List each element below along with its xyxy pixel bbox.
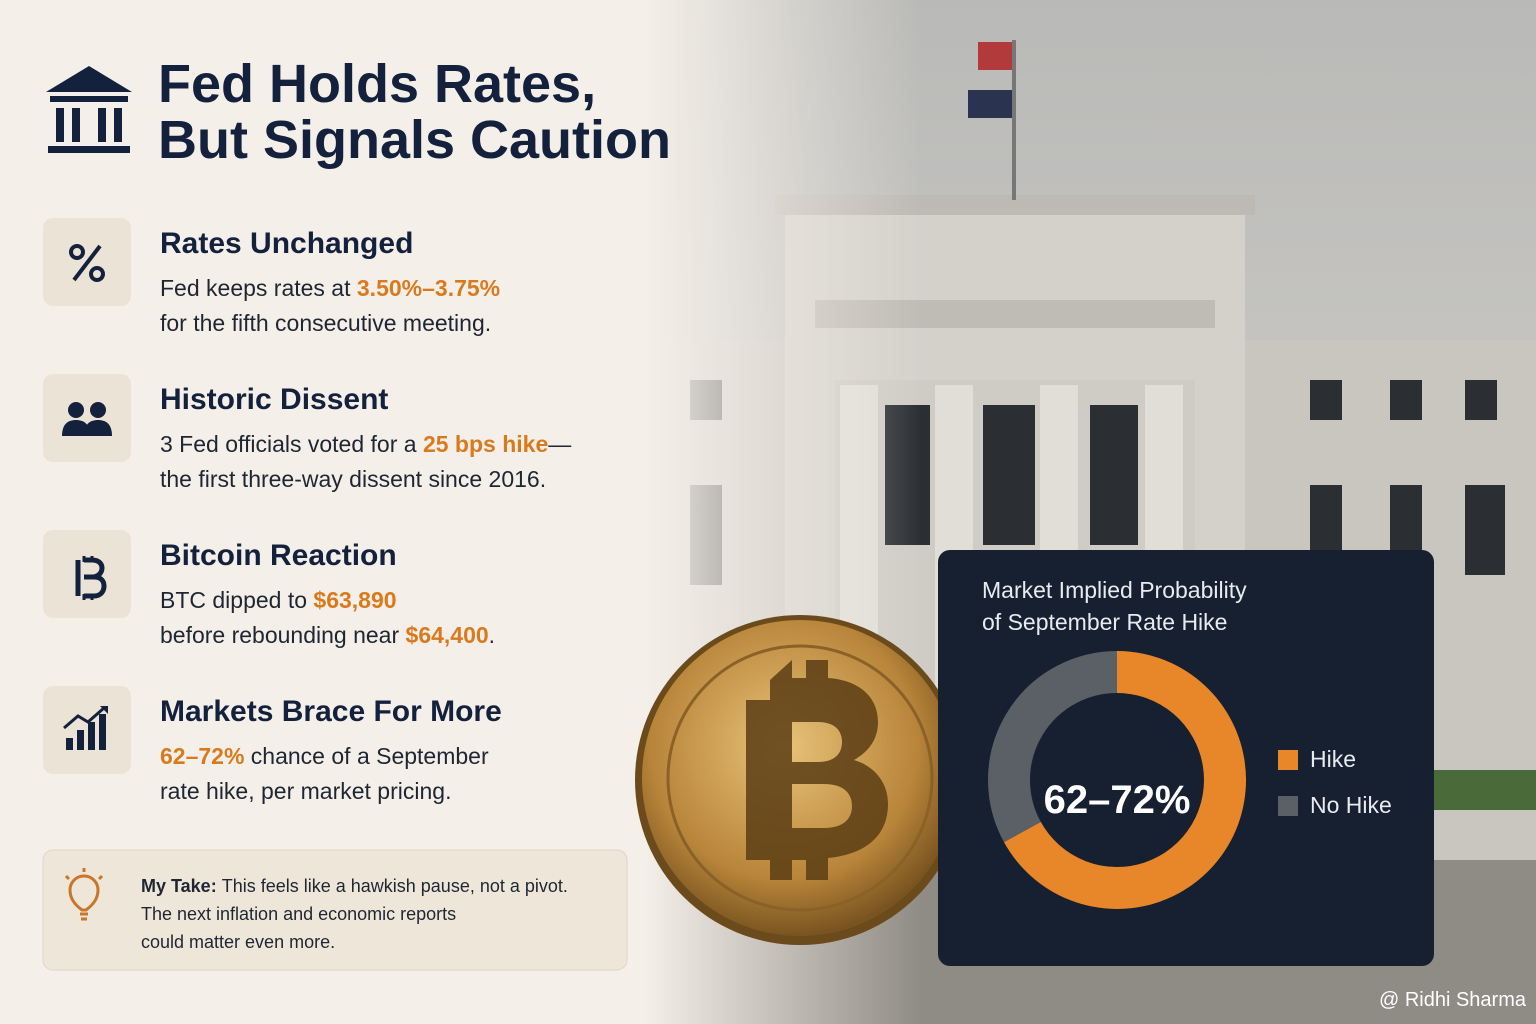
take-line: The next inflation and economic reports: [141, 904, 456, 924]
highlight: 62–72%: [160, 743, 244, 769]
bitcoin-icon: [75, 556, 107, 600]
item-line: 62–72% chance of a September: [160, 743, 489, 769]
text-part: Fed keeps rates at: [160, 275, 357, 301]
legend-label: No Hike: [1310, 792, 1392, 818]
highlight: $64,400: [406, 622, 489, 648]
highlight: 3.50%–3.75%: [357, 275, 500, 301]
highlight: $63,890: [313, 587, 396, 613]
bulb-icon: [64, 868, 104, 921]
item-line: for the fifth consecutive meeting.: [160, 310, 491, 336]
item-line: before rebounding near $64,400.: [160, 622, 495, 648]
take-line: My Take: This feels like a hawkish pause,…: [141, 876, 568, 896]
center-label: 62–72%: [1044, 778, 1191, 822]
text-part: —: [548, 431, 571, 457]
text-part: for the fifth consecutive meeting.: [160, 310, 491, 336]
take-box: [42, 849, 628, 971]
text-part: BTC dipped to: [160, 587, 313, 613]
percent-icon: [69, 244, 105, 282]
item-line: the first three-way dissent since 2016.: [160, 466, 546, 492]
people-icon: [62, 402, 112, 436]
take-line: could matter even more.: [141, 932, 335, 952]
text-part: 3 Fed officials voted for a: [160, 431, 423, 457]
title-line: But Signals Caution: [158, 110, 671, 170]
text-part: before rebounding near: [160, 622, 406, 648]
item-line: BTC dipped to $63,890: [160, 587, 397, 613]
donut-chart: Market Implied Probability of September R…: [982, 577, 1392, 909]
title-line: Fed Holds Rates,: [158, 54, 596, 114]
chart-icon: [63, 706, 108, 750]
bitcoin-coin: [635, 615, 965, 945]
text-part: .: [489, 622, 495, 648]
chart-title: of September Rate Hike: [982, 609, 1227, 635]
text-part: chance of a September: [244, 743, 489, 769]
legend-swatch: [1278, 796, 1298, 816]
item-line: 3 Fed officials voted for a 25 bps hike—: [160, 431, 571, 457]
chart-title: Market Implied Probability: [982, 577, 1247, 603]
item-heading: Historic Dissent: [160, 383, 388, 416]
take-text: This feels like a hawkish pause, not a p…: [222, 876, 568, 896]
donut-segment: [988, 651, 1118, 843]
item-line: rate hike, per market pricing.: [160, 778, 451, 804]
item-heading: Bitcoin Reaction: [160, 539, 397, 572]
take-label: My Take:: [141, 876, 217, 896]
legend-label: Hike: [1310, 746, 1356, 772]
item-heading: Markets Brace For More: [160, 695, 502, 728]
legend-swatch: [1278, 750, 1298, 770]
item-line: Fed keeps rates at 3.50%–3.75%: [160, 275, 500, 301]
item-heading: Rates Unchanged: [160, 227, 413, 260]
highlight: 25 bps hike: [423, 431, 548, 457]
donut-segment: [1003, 651, 1246, 909]
bank-icon: [46, 66, 132, 153]
text-part: the first three-way dissent since 2016.: [160, 466, 546, 492]
text-part: rate hike, per market pricing.: [160, 778, 451, 804]
watermark: @ Ridhi Sharma: [1379, 989, 1527, 1011]
